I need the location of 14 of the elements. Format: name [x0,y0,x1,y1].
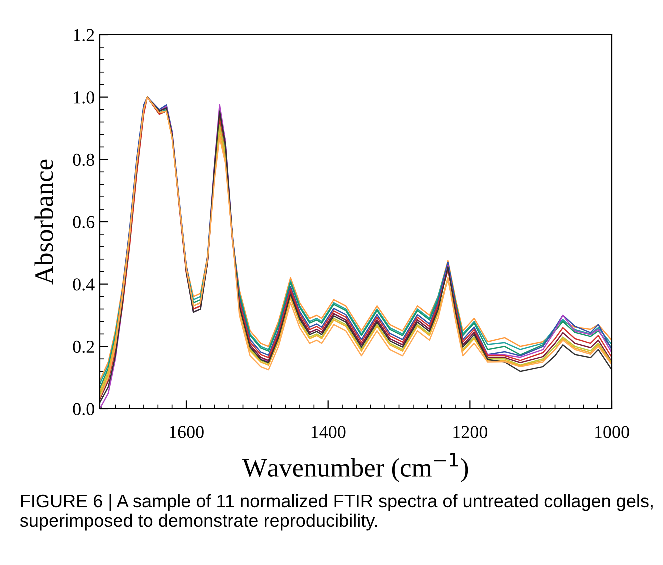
y-tick-label: 1.0 [74,92,94,104]
y-axis-title: Absorbance [34,160,54,285]
y-tick-label: 0.4 [73,278,95,291]
y-tick-label: 0.8 [73,154,94,166]
y-tick-label: 0.6 [73,216,95,229]
x-axis-title: Wavenumber (cm$^{−1}$) [242,453,468,482]
x-tick-label: 1200 [454,426,488,438]
y-tick-label: 0.2 [73,340,94,354]
x-tick-label: 1400 [312,426,346,438]
y-tick-label: 1.2 [74,29,94,42]
x-tick-label: 1000 [596,426,630,438]
caption: FIGURE 6 | A sample of 11 normalized FTIR spectra of untreated collagen gels, superimposed to demonstrate reproducibility. [20,494,653,531]
x-tick-label: 1600 [170,426,204,438]
y-tick-label: 0.0 [73,403,94,416]
